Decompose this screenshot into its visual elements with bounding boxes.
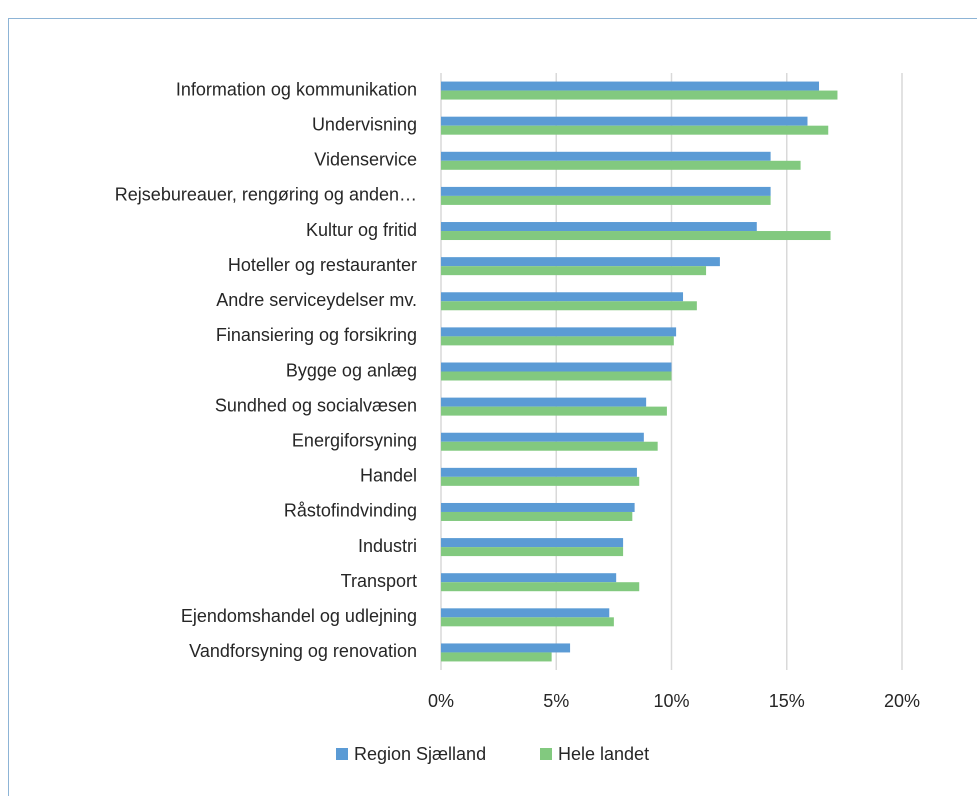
y-tick-label: Vandforsyning og renovation xyxy=(189,641,417,661)
x-tick-label: 20% xyxy=(884,691,920,711)
legend-label: Region Sjælland xyxy=(354,744,486,764)
bar xyxy=(441,573,617,583)
bar xyxy=(441,502,635,512)
bar xyxy=(441,406,667,416)
legend-swatch xyxy=(540,748,552,760)
bar xyxy=(441,301,697,311)
y-tick-label: Hoteller og restauranter xyxy=(228,255,417,275)
y-tick-label: Ejendomshandel og udlejning xyxy=(181,606,417,626)
y-tick-label: Industri xyxy=(358,536,417,556)
bar xyxy=(441,266,707,276)
bar xyxy=(441,432,644,442)
legend-label: Hele landet xyxy=(558,744,649,764)
bar xyxy=(441,116,808,126)
y-tick-label: Videnservice xyxy=(314,150,417,170)
bar xyxy=(441,608,610,618)
bar xyxy=(441,397,647,407)
bar xyxy=(441,195,771,205)
bar xyxy=(441,362,672,372)
y-tick-label: Kultur og fritid xyxy=(306,220,417,240)
x-tick-label: 10% xyxy=(653,691,689,711)
bar xyxy=(441,467,637,477)
x-tick-label: 0% xyxy=(428,691,454,711)
bar xyxy=(441,643,571,653)
y-tick-label: Andre serviceydelser mv. xyxy=(216,290,417,310)
bar xyxy=(441,90,838,100)
bar xyxy=(441,476,640,486)
bar xyxy=(441,160,801,170)
bar xyxy=(441,582,640,592)
y-tick-label: Bygge og anlæg xyxy=(286,360,417,380)
bar xyxy=(441,257,720,267)
x-tick-label: 15% xyxy=(769,691,805,711)
bar xyxy=(441,186,771,196)
bar xyxy=(441,336,674,346)
x-tick-label: 5% xyxy=(543,691,569,711)
y-tick-label: Undervisning xyxy=(312,114,417,134)
frame xyxy=(8,18,977,796)
y-tick-label: Information og kommunikation xyxy=(176,79,417,99)
bar xyxy=(441,327,677,337)
bar xyxy=(441,292,684,302)
y-tick-label: Sundhed og socialvæsen xyxy=(215,395,417,415)
bar xyxy=(441,371,672,381)
bar xyxy=(441,538,624,548)
y-tick-label: Råstofindvinding xyxy=(284,501,417,521)
y-tick-label: Rejsebureauer, rengøring og anden… xyxy=(115,185,417,205)
bar xyxy=(441,511,633,521)
y-tick-label: Handel xyxy=(360,466,417,486)
y-tick-label: Energiforsyning xyxy=(292,430,417,450)
y-tick-label: Finansiering og forsikring xyxy=(216,325,417,345)
bar xyxy=(441,441,658,451)
bar xyxy=(441,231,831,241)
y-tick-label: Transport xyxy=(341,571,417,591)
bar xyxy=(441,547,624,557)
bar xyxy=(441,222,757,232)
bar xyxy=(441,151,771,161)
bar xyxy=(441,617,614,627)
bar xyxy=(441,125,829,135)
bar xyxy=(441,652,552,662)
legend-swatch xyxy=(336,748,348,760)
bar xyxy=(441,81,820,91)
